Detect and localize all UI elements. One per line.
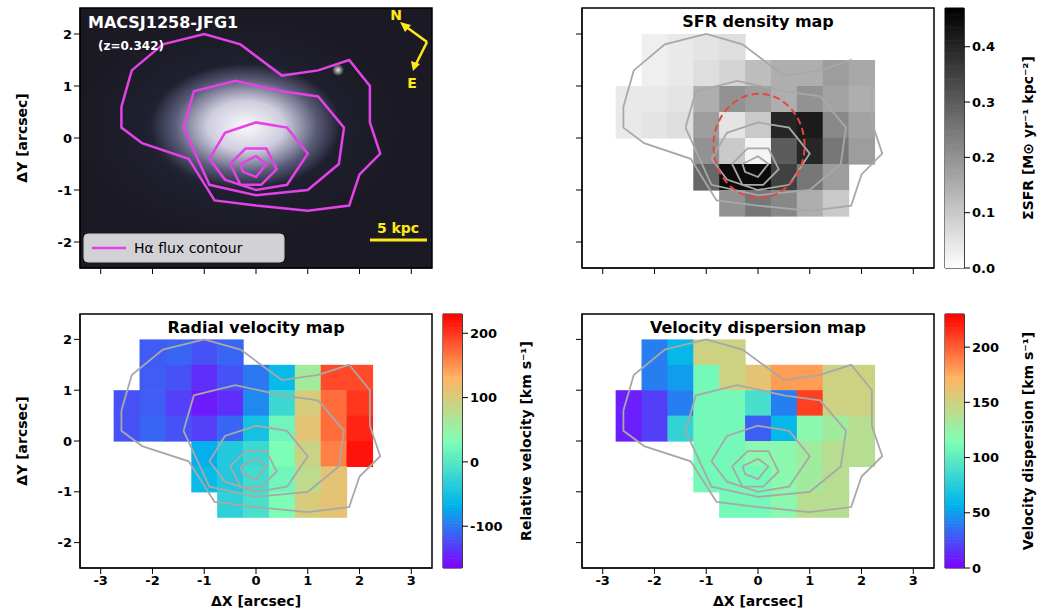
- svg-text:2: 2: [355, 573, 364, 588]
- svg-text:-1: -1: [699, 573, 713, 588]
- svg-text:-2: -2: [58, 235, 72, 250]
- svg-text:-100: -100: [470, 519, 503, 534]
- svg-text:100: 100: [470, 390, 497, 405]
- svg-text:3: 3: [407, 573, 416, 588]
- svg-text:-2: -2: [647, 573, 661, 588]
- svg-text:0.0: 0.0: [972, 261, 995, 276]
- svg-text:100: 100: [972, 450, 999, 465]
- svg-text:Hα flux contour: Hα flux contour: [134, 240, 243, 256]
- svg-text:1: 1: [303, 573, 312, 588]
- svg-text:0: 0: [63, 131, 72, 146]
- svg-text:-2: -2: [58, 535, 72, 550]
- svg-text:0: 0: [753, 573, 762, 588]
- svg-text:1: 1: [805, 573, 814, 588]
- html-text:Radial velocity map: Radial velocity map: [167, 318, 345, 337]
- svg-text:0.2: 0.2: [972, 150, 995, 165]
- svg-text:ΔX [arcsec]: ΔX [arcsec]: [713, 593, 803, 608]
- html-text:SFR density map: SFR density map: [682, 12, 834, 31]
- svg-text:0.4: 0.4: [972, 39, 995, 54]
- svg-text:-1: -1: [58, 484, 72, 499]
- svg-text:Velocity dispersion [km s⁻¹]: Velocity dispersion [km s⁻¹]: [1020, 332, 1036, 550]
- svg-text:150: 150: [972, 395, 999, 410]
- svg-text:50: 50: [972, 505, 990, 520]
- svg-text:ΔY [arcsec]: ΔY [arcsec]: [14, 396, 30, 485]
- svg-text:(z=0.342): (z=0.342): [98, 39, 164, 53]
- svg-text:0.1: 0.1: [972, 205, 995, 220]
- svg-text:0: 0: [63, 434, 72, 449]
- svg-text:3: 3: [909, 573, 918, 588]
- svg-text:0.3: 0.3: [972, 95, 995, 110]
- svg-text:2: 2: [63, 332, 72, 347]
- html-text:Velocity dispersion map: Velocity dispersion map: [650, 318, 866, 337]
- svg-text:-1: -1: [58, 183, 72, 198]
- svg-text:MACSJ1258-JFG1: MACSJ1258-JFG1: [88, 13, 238, 32]
- svg-text:-2: -2: [145, 573, 159, 588]
- svg-text:N: N: [390, 7, 402, 23]
- svg-text:200: 200: [470, 326, 497, 341]
- svg-text:5 kpc: 5 kpc: [377, 220, 419, 236]
- svg-text:1: 1: [63, 383, 72, 398]
- svg-text:ΔX [arcsec]: ΔX [arcsec]: [211, 593, 301, 608]
- svg-text:0: 0: [972, 561, 981, 576]
- svg-text:ΔY [arcsec]: ΔY [arcsec]: [14, 93, 30, 182]
- svg-text:ΣSFR [M⊙ yr⁻¹ kpc⁻²]: ΣSFR [M⊙ yr⁻¹ kpc⁻²]: [1020, 56, 1036, 220]
- svg-text:1: 1: [63, 79, 72, 94]
- svg-text:-3: -3: [595, 573, 609, 588]
- svg-text:0: 0: [251, 573, 260, 588]
- svg-text:200: 200: [972, 340, 999, 355]
- svg-text:-1: -1: [197, 573, 211, 588]
- svg-text:0: 0: [470, 455, 479, 470]
- svg-text:-3: -3: [93, 573, 107, 588]
- svg-text:E: E: [407, 75, 417, 91]
- svg-text:2: 2: [857, 573, 866, 588]
- svg-text:2: 2: [63, 27, 72, 42]
- svg-text:Relative velocity [km s⁻¹]: Relative velocity [km s⁻¹]: [518, 341, 534, 541]
